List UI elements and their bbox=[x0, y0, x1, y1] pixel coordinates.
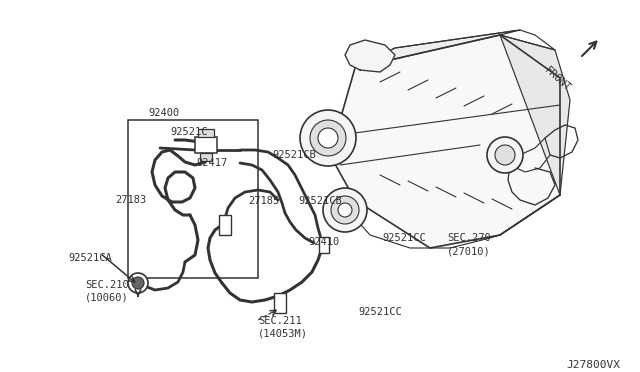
Circle shape bbox=[487, 137, 523, 173]
Text: 92521CA: 92521CA bbox=[68, 253, 112, 263]
Circle shape bbox=[495, 145, 515, 165]
Text: 92521CB: 92521CB bbox=[272, 150, 316, 160]
Bar bbox=[274, 293, 286, 313]
Circle shape bbox=[338, 203, 352, 217]
Text: SEC.210: SEC.210 bbox=[85, 280, 129, 290]
Text: (14053M): (14053M) bbox=[258, 329, 308, 339]
Polygon shape bbox=[500, 35, 570, 235]
Text: 92521CC: 92521CC bbox=[358, 307, 402, 317]
Text: 27185: 27185 bbox=[248, 196, 279, 206]
Text: SEC.270: SEC.270 bbox=[447, 233, 491, 243]
Circle shape bbox=[128, 273, 148, 293]
Circle shape bbox=[310, 120, 346, 156]
Circle shape bbox=[300, 110, 356, 166]
Text: 92521CC: 92521CC bbox=[382, 233, 426, 243]
Polygon shape bbox=[330, 35, 560, 248]
Polygon shape bbox=[355, 30, 520, 68]
Text: 92400: 92400 bbox=[148, 108, 179, 118]
Text: 92521C: 92521C bbox=[170, 127, 207, 137]
Polygon shape bbox=[345, 40, 395, 72]
Bar bbox=[219, 215, 231, 235]
Text: 92410: 92410 bbox=[308, 237, 339, 247]
Text: J27800VX: J27800VX bbox=[566, 360, 620, 370]
Bar bbox=[200, 153, 212, 161]
Bar bbox=[195, 137, 217, 153]
Text: FRONT: FRONT bbox=[543, 65, 573, 93]
Text: 92417: 92417 bbox=[196, 158, 227, 168]
Bar bbox=[198, 129, 214, 137]
Circle shape bbox=[132, 277, 144, 289]
Text: (10060): (10060) bbox=[85, 293, 129, 303]
Circle shape bbox=[318, 128, 338, 148]
Circle shape bbox=[323, 188, 367, 232]
Text: 27183: 27183 bbox=[115, 195, 147, 205]
Circle shape bbox=[331, 196, 359, 224]
Text: SEC.211: SEC.211 bbox=[258, 316, 301, 326]
Bar bbox=[128, 120, 258, 278]
Bar bbox=[319, 237, 329, 253]
Text: 92521CB: 92521CB bbox=[298, 196, 342, 206]
Text: (27010): (27010) bbox=[447, 246, 491, 256]
